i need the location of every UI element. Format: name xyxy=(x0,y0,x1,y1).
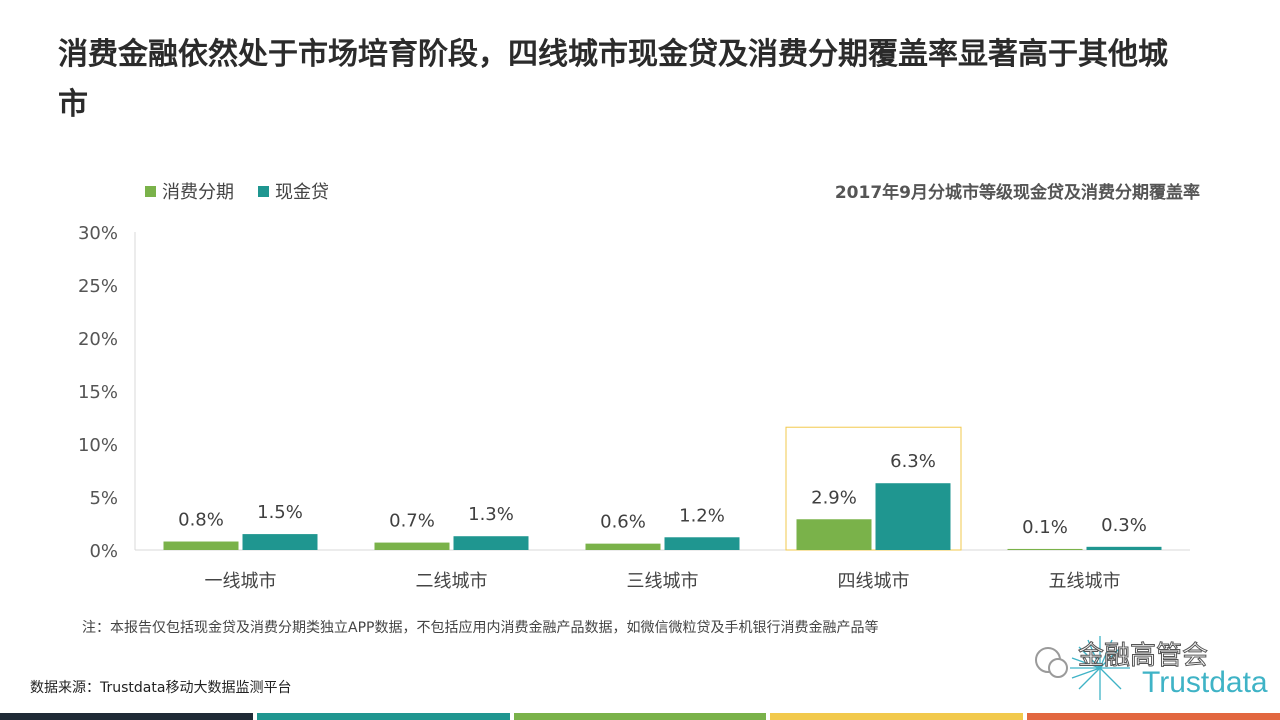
bar-cash-loan xyxy=(242,534,318,550)
highlight-box xyxy=(785,426,962,551)
logo-text-en: Trustdata xyxy=(1142,666,1268,699)
y-tick-label: 15% xyxy=(78,382,118,403)
bar-cash-loan xyxy=(453,536,529,550)
bottom-bar-segment xyxy=(0,713,253,720)
data-label: 0.3% xyxy=(1101,515,1147,536)
x-tick-label: 五线城市 xyxy=(1049,571,1121,592)
bar-installment xyxy=(585,543,661,550)
data-label: 0.8% xyxy=(178,510,224,531)
sunburst-icon xyxy=(1070,636,1130,700)
trustdata-logo: 金融高管会 Trustdata xyxy=(1035,636,1268,700)
bottom-bar-segment xyxy=(770,713,1024,720)
data-label: 1.3% xyxy=(468,504,514,525)
y-tick-label: 10% xyxy=(78,435,118,456)
y-tick-label: 0% xyxy=(89,541,118,562)
bar-cash-loan xyxy=(875,483,951,550)
x-tick-label: 四线城市 xyxy=(838,571,910,592)
y-tick-label: 25% xyxy=(78,276,118,297)
x-tick-label: 三线城市 xyxy=(627,571,699,592)
bar-installment xyxy=(1007,548,1083,550)
data-label: 0.1% xyxy=(1022,517,1068,538)
y-tick-label: 30% xyxy=(78,223,118,244)
data-label: 2.9% xyxy=(811,487,857,508)
chart-title: 2017年9月分城市等级现金贷及消费分期覆盖率 xyxy=(834,183,1200,203)
wechat-icon-bubble xyxy=(1048,658,1068,678)
legend-swatch-cash-loan xyxy=(258,185,269,197)
bar-cash-loan xyxy=(1086,546,1162,550)
y-tick-label: 5% xyxy=(89,488,118,509)
data-label: 0.7% xyxy=(389,511,435,532)
bar-installment xyxy=(796,519,872,550)
page-title: 消费金融依然处于市场培育阶段，四线城市现金贷及消费分期覆盖率显著高于其他城市 xyxy=(58,37,1168,122)
bar-cash-loan xyxy=(664,537,740,550)
bottom-bar-segment xyxy=(256,713,510,720)
legend-item-cash-loan: 现金贷 xyxy=(258,178,329,204)
data-source: 数据来源：Trustdata移动大数据监测平台 xyxy=(30,680,292,696)
data-label: 0.6% xyxy=(600,512,646,533)
footnote: 注：本报告仅包括现金贷及消费分期类独立APP数据，不包括应用内消费金融产品数据，… xyxy=(82,620,879,636)
bottom-bar-segment xyxy=(1027,713,1280,720)
logo-text-cn: 金融高管会 xyxy=(1078,640,1208,670)
bottom-bar-segment xyxy=(513,713,767,720)
legend-label-installment: 消费分期 xyxy=(162,182,234,203)
chart-legend: 消费分期 现金贷 xyxy=(145,178,353,204)
bar-installment xyxy=(374,542,450,550)
bottom-color-bar xyxy=(0,713,1280,720)
data-label: 1.2% xyxy=(679,505,725,526)
bar-chart: 0% 5% 10% 15% 20% 25% 30% 0.8% 1.5% 一线城市 0.7% 1.3% 二… xyxy=(78,223,1190,592)
x-tick-label: 一线城市 xyxy=(205,571,277,592)
legend-swatch-installment xyxy=(145,185,156,197)
data-label: 1.5% xyxy=(257,502,303,523)
data-label: 6.3% xyxy=(890,451,936,472)
bar-installment xyxy=(163,541,239,550)
y-tick-label: 20% xyxy=(78,329,118,350)
legend-item-installment: 消费分期 xyxy=(145,178,234,204)
legend-label-cash-loan: 现金贷 xyxy=(275,182,329,203)
x-tick-label: 二线城市 xyxy=(416,571,488,592)
